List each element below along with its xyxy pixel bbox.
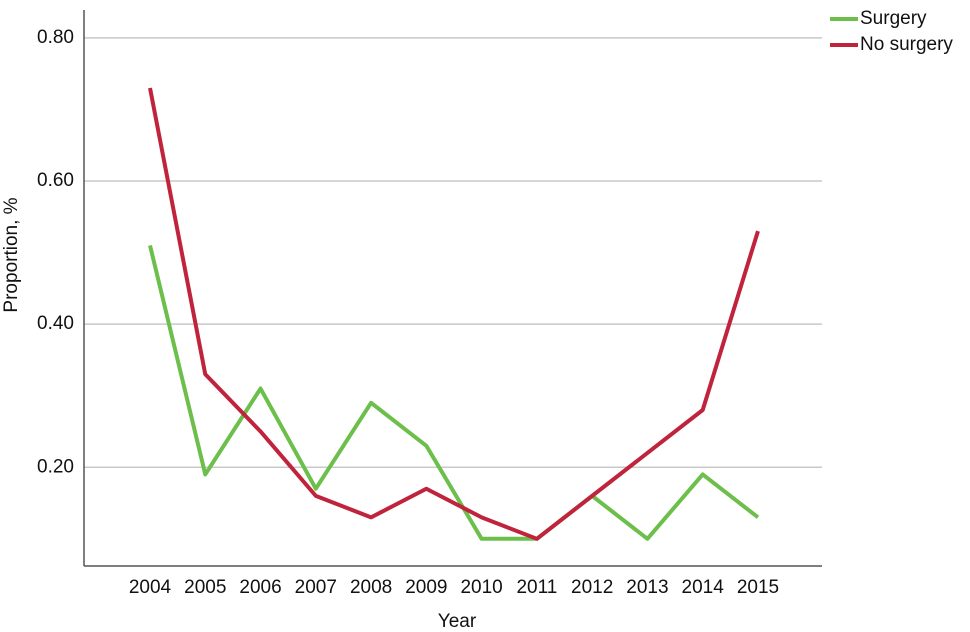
x-tick-label: 2011 [516, 577, 557, 598]
x-tick-label: 2009 [405, 577, 447, 598]
y-tick-label: 0.20 [37, 456, 74, 477]
x-tick-label: 2014 [682, 577, 725, 598]
series-line [148, 244, 760, 541]
y-tick-label: 0.80 [37, 27, 74, 48]
legend-label: No surgery [860, 34, 953, 55]
x-tick-label: 2015 [737, 577, 779, 598]
y-tick-label: 0.60 [37, 170, 74, 191]
x-tick-label: 2006 [239, 577, 281, 598]
x-tick-label: 2013 [626, 577, 668, 598]
x-tick-label: 2005 [184, 577, 226, 598]
y-axis-label: Proportion, % [1, 197, 22, 312]
x-tick-label: 2008 [350, 577, 392, 598]
y-tick-label: 0.40 [37, 313, 74, 334]
legend-label: Surgery [860, 8, 927, 29]
x-tick-label: 2004 [129, 577, 172, 598]
x-axis-label: Year [438, 611, 477, 632]
x-tick-label: 2012 [571, 577, 613, 598]
x-tick-label: 2007 [295, 577, 337, 598]
series-line [148, 87, 760, 541]
x-tick-label: 2010 [460, 577, 502, 598]
